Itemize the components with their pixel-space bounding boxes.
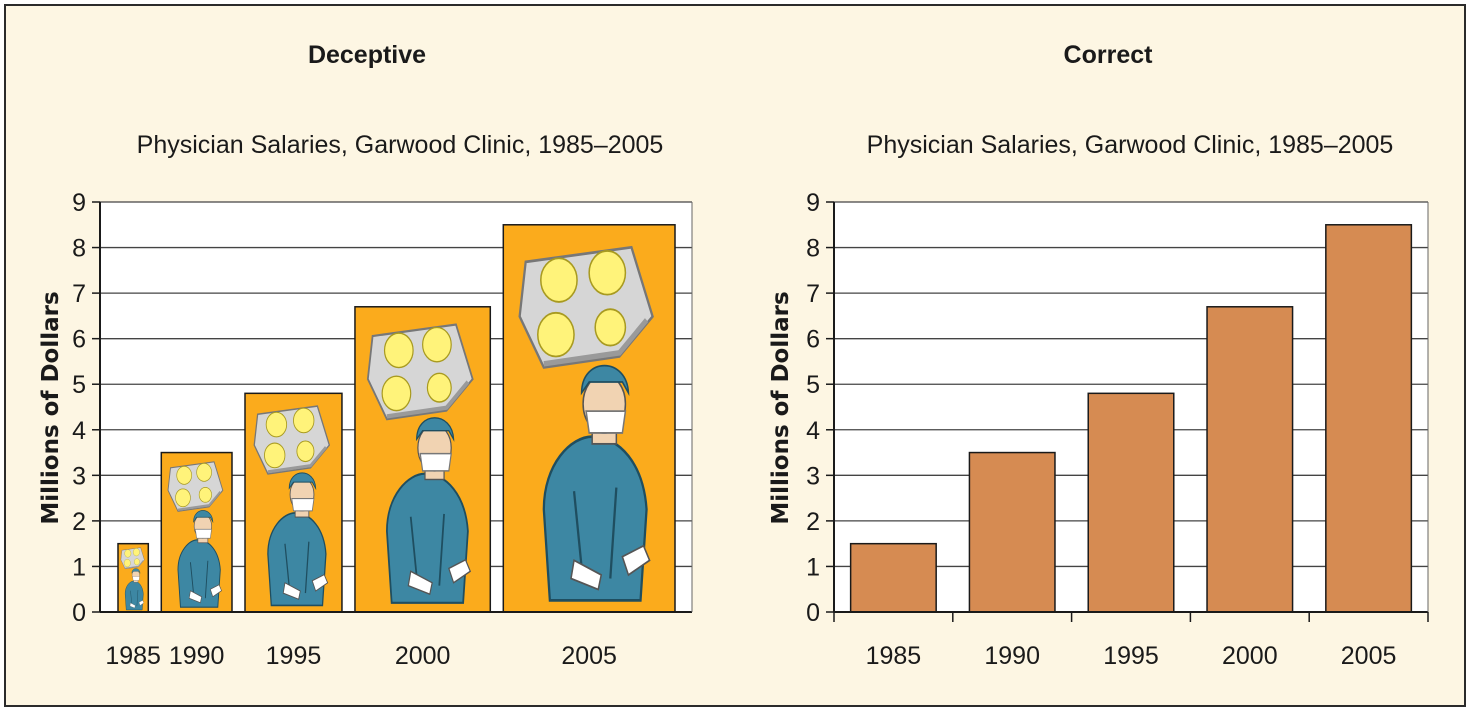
bar-2005 xyxy=(1325,224,1413,613)
deceptive-panel-title: Deceptive xyxy=(308,41,426,69)
bar-2000 xyxy=(1206,306,1294,613)
x-tick-label: 2005 xyxy=(1341,642,1397,670)
x-tick-label: 1990 xyxy=(169,642,225,670)
surgeon-icon xyxy=(518,245,654,602)
y-tick-label: 6 xyxy=(72,326,86,354)
surgeon-icon xyxy=(120,547,145,611)
x-tick-label: 1995 xyxy=(266,642,322,670)
y-tick-label: 0 xyxy=(72,599,86,627)
correct-y-axis-label: Millions of Dollars xyxy=(768,291,794,524)
deceptive-chart-title: Physician Salaries, Garwood Clinic, 1985… xyxy=(137,131,664,159)
correct-panel-title: Correct xyxy=(1064,41,1154,69)
y-tick-label: 5 xyxy=(806,371,820,399)
correct-chart: Correct Physician Salaries, Garwood Clin… xyxy=(768,41,1429,670)
y-tick-label: 2 xyxy=(72,508,86,536)
y-tick-label: 9 xyxy=(806,189,820,217)
y-tick-label: 7 xyxy=(72,280,86,308)
surgeon-icon xyxy=(366,323,474,604)
y-tick-label: 9 xyxy=(72,189,86,217)
y-tick-label: 6 xyxy=(806,326,820,354)
y-tick-label: 5 xyxy=(72,371,86,399)
y-tick-label: 8 xyxy=(72,235,86,263)
x-tick-label: 2005 xyxy=(561,642,617,670)
x-tick-label: 2000 xyxy=(395,642,451,670)
y-tick-label: 7 xyxy=(806,280,820,308)
deceptive-y-axis-label: Millions of Dollars xyxy=(38,291,64,524)
y-tick-label: 4 xyxy=(72,417,86,445)
x-tick-label: 1995 xyxy=(1103,642,1159,670)
x-tick-label: 2000 xyxy=(1222,642,1278,670)
y-tick-label: 0 xyxy=(806,599,820,627)
y-tick-label: 1 xyxy=(806,553,820,581)
x-tick-label: 1985 xyxy=(105,642,161,670)
y-tick-label: 4 xyxy=(806,417,820,445)
deceptive-chart: Deceptive Physician Salaries, Garwood Cl… xyxy=(38,41,693,670)
y-tick-label: 8 xyxy=(806,235,820,263)
x-tick-label: 1985 xyxy=(866,642,922,670)
surgeon-icon xyxy=(167,461,224,608)
y-tick-label: 3 xyxy=(806,462,820,490)
y-tick-label: 2 xyxy=(806,508,820,536)
x-tick-label: 1990 xyxy=(984,642,1040,670)
bar-1990 xyxy=(968,451,1056,613)
bar-1985 xyxy=(849,542,937,613)
y-tick-label: 1 xyxy=(72,553,86,581)
y-tick-label: 3 xyxy=(72,462,86,490)
surgeon-icon xyxy=(253,405,331,607)
bar-1995 xyxy=(1087,392,1175,613)
correct-chart-title: Physician Salaries, Garwood Clinic, 1985… xyxy=(867,131,1394,159)
